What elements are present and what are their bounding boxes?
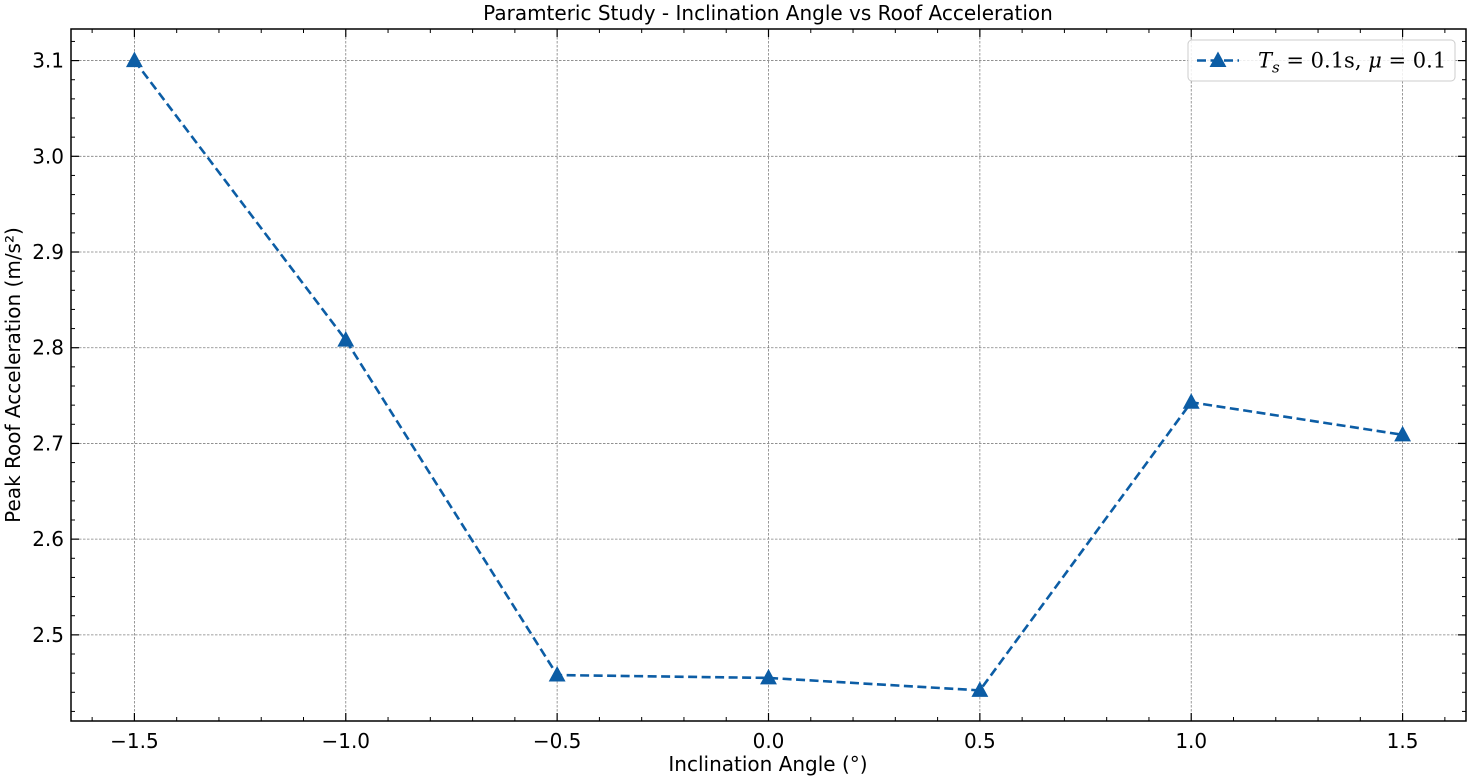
data-point-marker [1394, 425, 1412, 442]
y-tick-label: 3.0 [32, 144, 64, 168]
data-point-marker [548, 666, 566, 682]
x-tick-label: −1.0 [321, 729, 370, 753]
y-tick-label: 2.5 [32, 623, 64, 647]
plot-frame [70, 28, 1467, 722]
legend: Ts = 0.1s, μ = 0.1 [1187, 39, 1456, 82]
x-axis-title: Inclination Angle (°) [668, 752, 867, 776]
data-point-marker [125, 51, 143, 68]
x-tick-label: −1.5 [110, 729, 159, 753]
chart-title: Paramteric Study - Inclination Angle vs … [483, 1, 1053, 25]
y-axis-title: Peak Roof Acceleration (m/s²) [1, 227, 25, 523]
legend-equals-2: = 0.1 [1382, 49, 1446, 73]
x-tick-label: 1.0 [1175, 729, 1207, 753]
y-tick-label: 2.7 [32, 431, 64, 455]
data-point-marker [1182, 393, 1200, 409]
x-tick-label: 0.5 [964, 729, 996, 753]
legend-label: Ts = 0.1s, μ = 0.1 [1258, 49, 1446, 77]
x-tick-label: 1.5 [1387, 729, 1419, 753]
y-tick-label: 2.6 [32, 527, 64, 551]
data-point-marker [760, 668, 777, 685]
grid [71, 29, 1466, 721]
legend-equals-1: = 0.1s, [1280, 49, 1368, 73]
legend-box [1187, 39, 1456, 82]
x-tick-label: −0.5 [533, 729, 582, 753]
y-tick-label: 2.9 [32, 240, 64, 264]
y-tick-label: 2.8 [32, 336, 64, 360]
x-tick-label: 0.0 [753, 729, 785, 753]
y-tick-label: 3.1 [32, 49, 64, 73]
legend-subscript-s: s [1272, 59, 1280, 77]
legend-symbol-mu: μ [1368, 49, 1382, 73]
legend-symbol-t: T [1258, 49, 1274, 73]
tick-labels: −1.5 −1.0 −0.5 0.0 0.5 1.0 1.5 2.5 2.6 2.7 2.8 2.9 3… [32, 49, 1418, 753]
data-point-marker [337, 331, 355, 347]
data-point-marker [971, 681, 989, 697]
series-group [125, 51, 1412, 697]
legend-marker [1209, 51, 1227, 67]
